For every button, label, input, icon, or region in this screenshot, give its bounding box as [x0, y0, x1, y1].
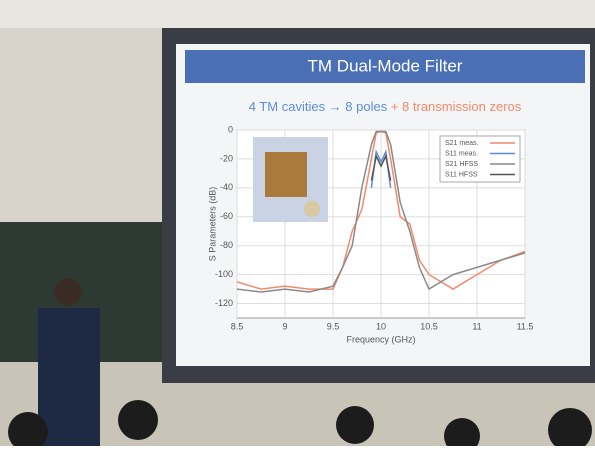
x-tick-label: 11.5	[517, 321, 534, 331]
y-tick-label: -40	[220, 182, 233, 192]
y-axis-label: S Parameters (dB)	[207, 187, 217, 262]
legend-label: S11 HFSS	[445, 171, 478, 178]
legend-label: S21 HFSS	[445, 161, 478, 168]
x-tick-label: 11	[472, 321, 481, 331]
audience-head	[444, 418, 480, 451]
presenter-head	[54, 278, 82, 306]
y-tick-label: -120	[215, 298, 233, 308]
audience-head	[336, 406, 374, 444]
x-tick-label: 8.5	[231, 321, 244, 331]
y-tick-label: -100	[215, 269, 233, 279]
y-tick-label: 0	[228, 124, 233, 134]
audience-head	[548, 408, 592, 451]
slide-title: TM Dual-Mode Filter	[308, 56, 463, 75]
subtitle: 4 TM cavities → 8 poles + 8 transmission…	[249, 99, 522, 114]
presenter	[38, 308, 100, 446]
x-tick-label: 9.5	[327, 321, 340, 331]
series-line	[236, 130, 526, 293]
legend-label: S21 meas.	[445, 140, 479, 147]
y-tick-label: -60	[220, 211, 233, 221]
x-tick-label: 10.5	[420, 321, 438, 331]
audience-head	[8, 412, 48, 451]
audience-head	[118, 400, 158, 440]
filter-device	[265, 152, 307, 197]
y-tick-label: -20	[220, 153, 233, 163]
legend-label: S11 meas.	[445, 150, 478, 157]
x-tick-label: 9	[282, 321, 287, 331]
series-line	[370, 153, 392, 181]
coin	[304, 201, 320, 217]
subtitle-poles: 4 TM cavities → 8 poles	[249, 99, 388, 114]
subtitle-zeros: + 8 transmission zeros	[391, 99, 522, 114]
title-bar	[185, 50, 585, 83]
y-tick-label: -80	[220, 240, 233, 250]
ceiling	[0, 0, 595, 28]
x-tick-label: 10	[376, 321, 386, 331]
x-axis-label: Frequency (GHz)	[346, 334, 415, 344]
